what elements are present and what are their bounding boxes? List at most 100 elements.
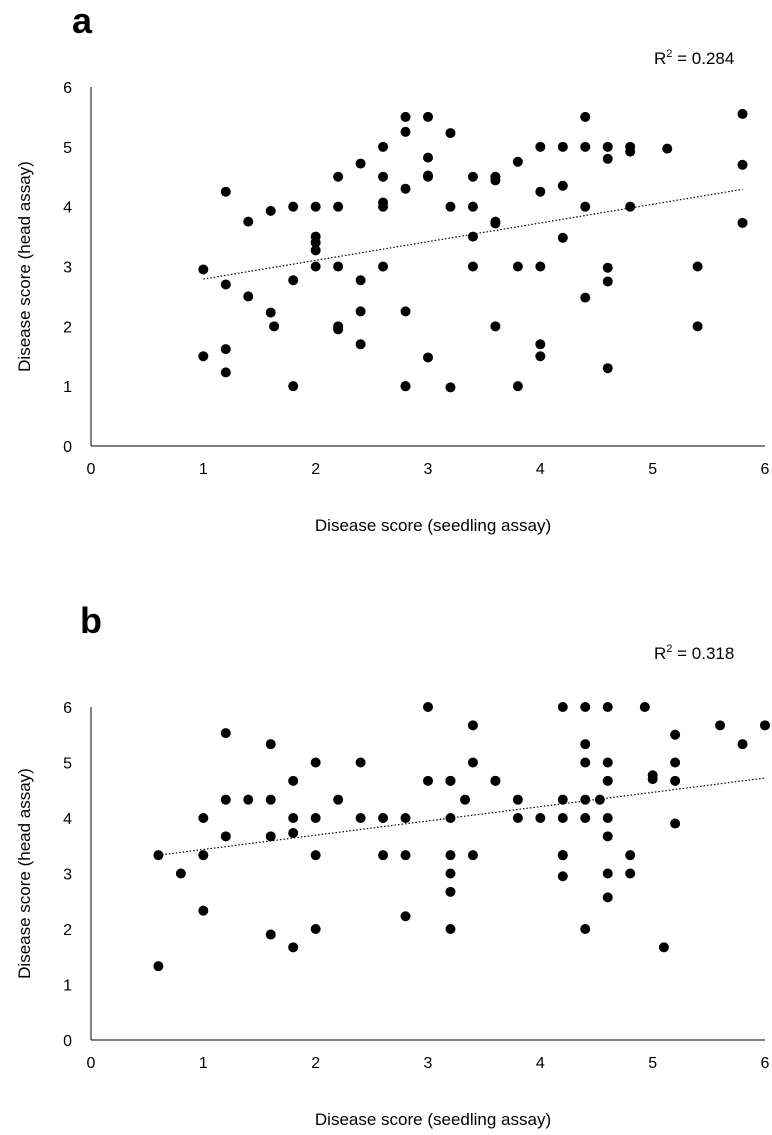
data-point [445,382,456,393]
data-point [355,275,366,286]
data-point [423,170,433,181]
data-point [737,108,748,119]
data-point [692,261,703,272]
data-point [355,306,366,317]
data-point [400,111,411,122]
data-point [467,201,478,212]
data-point [535,813,546,823]
x-tick-label: 2 [311,1055,320,1072]
data-point [288,827,299,838]
data-point [333,171,344,182]
data-point [625,146,636,157]
data-point [692,321,703,332]
data-point [512,261,523,272]
data-point [198,813,209,823]
r2-value: = 0.318 [672,644,735,663]
data-point [400,813,411,823]
data-point [445,813,456,823]
data-point [557,180,568,191]
data-point [423,111,433,122]
data-point [737,739,748,750]
data-point [580,757,591,768]
r2-prefix: R [654,49,667,68]
data-point [288,275,299,286]
data-point [175,868,186,879]
y-tick-label: 1 [63,978,72,995]
data-point [557,141,568,152]
data-point [333,261,344,272]
data-point [557,813,568,823]
data-point [625,868,636,879]
data-point [580,794,591,805]
data-point [220,728,231,739]
data-point [445,886,456,897]
data-point [400,381,411,392]
data-point [535,186,546,197]
data-point [220,367,231,378]
data-point [602,363,613,374]
data-point [535,351,546,362]
data-point [310,924,321,934]
data-point [355,757,366,768]
data-point [400,911,411,922]
r2-superscript: 2 [666,643,673,655]
data-point [220,831,231,842]
data-point [602,892,613,903]
r2-prefix: R [654,644,667,663]
data-point [512,794,523,805]
data-point [400,306,411,317]
data-point [580,702,591,712]
data-point [445,201,456,212]
y-tick-label: 2 [63,922,72,939]
data-point [378,813,389,823]
x-axis-title: Disease score (seedling assay) [315,516,551,535]
data-point [594,794,605,805]
data-point [737,217,748,228]
data-point [198,905,209,916]
data-point [265,739,276,750]
r2-superscript: 2 [666,48,673,60]
data-point [378,171,389,182]
data-point [670,818,681,829]
data-point [355,339,366,350]
y-tick-label: 2 [63,319,72,336]
data-point [647,774,658,785]
data-point [490,175,501,186]
data-point [198,264,209,275]
data-point [670,775,681,786]
x-tick-label: 1 [199,1055,208,1072]
data-point [445,775,456,786]
scatter-plot-b: 0 1 2 3 4 5 6 0 1 2 3 4 5 6 Disease score (seedling as… [15,700,770,1129]
data-point [602,775,613,786]
data-point [198,351,209,362]
x-tick-label: 3 [424,1055,433,1072]
data-point [535,261,546,272]
data-point [490,321,501,332]
data-point [378,850,389,861]
data-point [512,813,523,823]
data-point [602,813,613,823]
data-point [625,850,636,861]
data-point [580,201,591,212]
panel-label: b [80,600,102,641]
y-tick-label: 6 [63,700,72,717]
data-point [445,128,456,139]
data-point [760,720,770,731]
data-point [288,775,299,786]
y-tick-label: 4 [63,200,72,217]
data-point [265,205,276,216]
r-squared-annotation: R2 = 0.318 [654,644,734,664]
data-point [658,942,669,953]
data-point [460,794,471,805]
data-point [265,831,276,842]
data-point [512,156,523,167]
panel-label: a [72,0,93,41]
data-point [310,850,321,861]
x-tick-label: 5 [648,1055,657,1072]
r-squared-annotation: R2 = 0.284 [654,49,734,69]
data-point [670,757,681,768]
data-point [265,929,276,940]
y-tick-label: 6 [63,80,72,97]
x-tick-label: 3 [424,461,433,478]
data-point [423,352,433,363]
